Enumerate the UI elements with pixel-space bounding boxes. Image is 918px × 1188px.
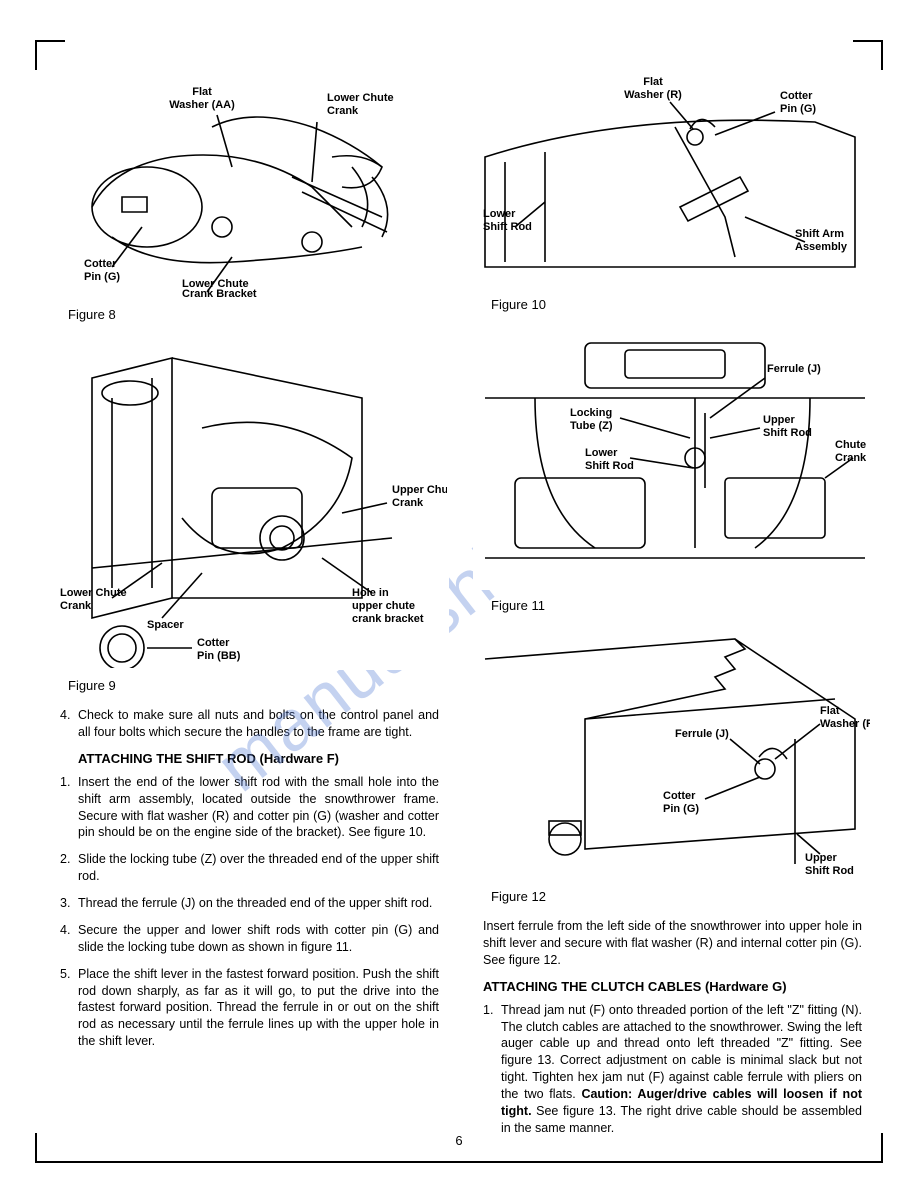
svg-text:Crank: Crank <box>60 600 92 612</box>
shift-step-2-text: Slide the locking tube (Z) over the thre… <box>78 851 439 885</box>
list-number: 3. <box>60 895 78 912</box>
svg-text:Cotter: Cotter <box>663 790 696 802</box>
heading-shift-rod: ATTACHING THE SHIFT ROD (Hardware F) <box>78 751 439 766</box>
shift-step-4-text: Secure the upper and lower shift rods wi… <box>78 922 439 956</box>
left-column: Flat Washer (AA) Lower Chute Crank Cotte… <box>50 65 449 1147</box>
list-number: 5. <box>60 966 78 1050</box>
right-column: Flat Washer (R) Cotter Pin (G) Lower Shi… <box>473 65 872 1147</box>
svg-text:Tube (Z): Tube (Z) <box>570 420 613 432</box>
figure-8-diagram: Flat Washer (AA) Lower Chute Crank Cotte… <box>50 65 449 299</box>
svg-text:Cotter: Cotter <box>84 258 117 270</box>
svg-text:Lower: Lower <box>483 208 516 220</box>
svg-text:Hole in: Hole in <box>352 587 389 599</box>
svg-text:Lower Chute: Lower Chute <box>327 92 394 104</box>
svg-text:Shift Rod: Shift Rod <box>585 460 634 472</box>
figure-10-diagram: Flat Washer (R) Cotter Pin (G) Lower Shi… <box>473 65 872 289</box>
svg-text:Lower Chute: Lower Chute <box>60 587 127 599</box>
list-number: 1. <box>483 1002 501 1137</box>
svg-text:Upper: Upper <box>763 414 796 426</box>
step-4-text: Check to make sure all nuts and bolts on… <box>78 707 439 741</box>
figure-9-diagram: Upper Chute Crank Hole in upper chute cr… <box>50 336 449 670</box>
svg-text:Chute: Chute <box>835 439 866 451</box>
clutch-text-b: See figure 13. The right drive cable sho… <box>501 1104 862 1135</box>
svg-text:Ferrule (J): Ferrule (J) <box>767 363 821 375</box>
svg-text:Spacer: Spacer <box>147 619 184 631</box>
figure-12-diagram: Ferrule (J) Flat Washer (R) Cotter Pin (… <box>473 627 872 881</box>
svg-text:Crank Bracket: Crank Bracket <box>182 288 257 297</box>
svg-text:Washer (AA): Washer (AA) <box>169 99 235 111</box>
svg-text:Crank: Crank <box>327 105 359 117</box>
svg-text:Assembly: Assembly <box>795 241 848 253</box>
clutch-step-1: 1. Thread jam nut (F) onto threaded port… <box>483 1002 862 1137</box>
svg-text:crank bracket: crank bracket <box>352 613 424 625</box>
figure-11-caption: Figure 11 <box>491 598 872 613</box>
list-number: 4. <box>60 707 78 741</box>
figure-9-caption: Figure 9 <box>68 678 449 693</box>
svg-text:Shift Rod: Shift Rod <box>483 221 532 233</box>
shift-step-3-text: Thread the ferrule (J) on the threaded e… <box>78 895 439 912</box>
svg-text:Pin (G): Pin (G) <box>84 271 120 283</box>
figure-10-caption: Figure 10 <box>491 297 872 312</box>
shift-step-5-text: Place the shift lever in the fastest for… <box>78 966 439 1050</box>
shift-step-2: 2. Slide the locking tube (Z) over the t… <box>60 851 439 885</box>
svg-text:Flat: Flat <box>643 76 663 88</box>
svg-text:Washer (R): Washer (R) <box>624 89 682 101</box>
list-number: 4. <box>60 922 78 956</box>
svg-text:Shift Rod: Shift Rod <box>805 865 854 877</box>
svg-text:Shift Rod: Shift Rod <box>763 427 812 439</box>
shift-step-1-text: Insert the end of the lower shift rod wi… <box>78 774 439 842</box>
svg-text:Lower: Lower <box>585 447 618 459</box>
two-column-layout: Flat Washer (AA) Lower Chute Crank Cotte… <box>50 65 868 1147</box>
svg-text:Shift Arm: Shift Arm <box>795 228 844 240</box>
svg-text:Cotter: Cotter <box>197 637 230 649</box>
insert-ferrule-paragraph: Insert ferrule from the left side of the… <box>483 918 862 969</box>
shift-step-1: 1. Insert the end of the lower shift rod… <box>60 774 439 842</box>
prelim-step-4: 4. Check to make sure all nuts and bolts… <box>60 707 439 741</box>
svg-text:Upper: Upper <box>805 852 838 864</box>
svg-text:Pin (G): Pin (G) <box>663 803 699 815</box>
svg-text:Pin (BB): Pin (BB) <box>197 650 241 662</box>
list-number: 2. <box>60 851 78 885</box>
svg-text:Ferrule (J): Ferrule (J) <box>675 728 729 740</box>
frame-bottom-rule <box>65 1161 853 1163</box>
page-number: 6 <box>455 1133 462 1148</box>
figure-12-caption: Figure 12 <box>491 889 872 904</box>
svg-text:Cotter: Cotter <box>780 90 813 102</box>
frame-corner-br <box>853 1133 883 1163</box>
svg-text:Flat: Flat <box>192 86 212 98</box>
svg-text:Pin (G): Pin (G) <box>780 103 816 115</box>
figure-11-diagram: Ferrule (J) Locking Tube (Z) Upper Shift… <box>473 326 872 590</box>
svg-text:Flat: Flat <box>820 705 840 717</box>
figure-8-caption: Figure 8 <box>68 307 449 322</box>
clutch-step-1-text: Thread jam nut (F) onto threaded portion… <box>501 1002 862 1137</box>
svg-text:upper chute: upper chute <box>352 600 415 612</box>
shift-step-3: 3. Thread the ferrule (J) on the threade… <box>60 895 439 912</box>
shift-step-5: 5. Place the shift lever in the fastest … <box>60 966 439 1050</box>
frame-corner-bl <box>35 1133 65 1163</box>
svg-text:Crank: Crank <box>835 452 867 464</box>
svg-text:Upper Chute: Upper Chute <box>392 484 447 496</box>
svg-text:Washer (R): Washer (R) <box>820 718 870 730</box>
list-number: 1. <box>60 774 78 842</box>
svg-text:Locking: Locking <box>570 407 612 419</box>
heading-clutch-cables: ATTACHING THE CLUTCH CABLES (Hardware G) <box>483 979 862 994</box>
svg-text:Crank: Crank <box>392 497 424 509</box>
shift-step-4: 4. Secure the upper and lower shift rods… <box>60 922 439 956</box>
